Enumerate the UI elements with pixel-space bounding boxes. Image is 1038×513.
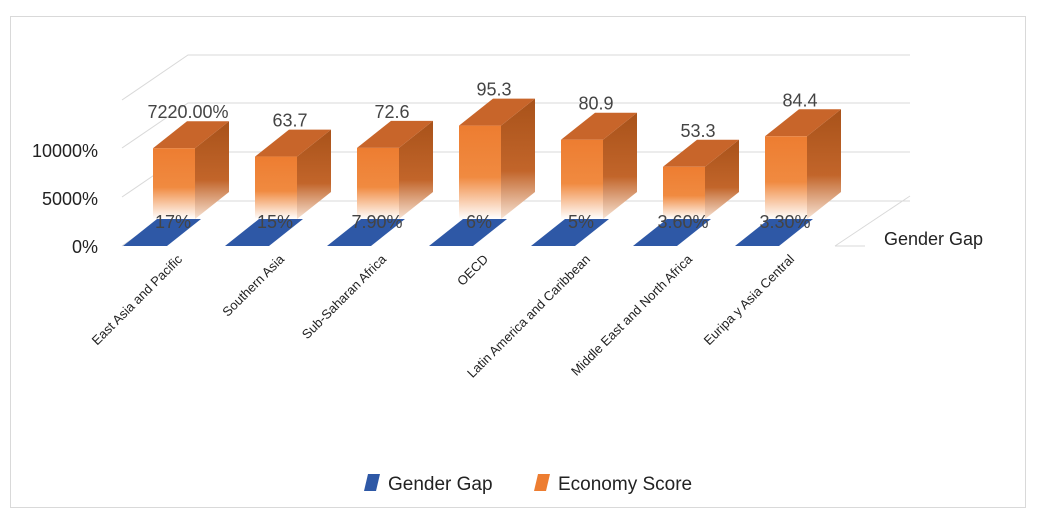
economy-score-bar-side bbox=[195, 121, 229, 219]
economy-score-label: 80.9 bbox=[578, 94, 613, 114]
gender-gap-bar-latin-america-and-caribbean bbox=[531, 219, 609, 246]
gender-gap-label: 7.90% bbox=[351, 212, 402, 232]
legend-label-gender-gap: Gender Gap bbox=[388, 474, 493, 495]
gridline bbox=[121, 102, 910, 149]
gender-gap-bar-oecd bbox=[429, 219, 507, 246]
economy-score-bar-top bbox=[561, 112, 637, 140]
legend-item-economy-score[interactable]: Economy Score bbox=[534, 474, 692, 495]
category-label-east-asia-and-pacific: East Asia and Pacific bbox=[89, 251, 186, 348]
gender-gap-bar-euripa-y-asia-central bbox=[735, 219, 813, 246]
category-label-southern-asia: Southern Asia bbox=[219, 251, 287, 319]
economy-score-bar-top bbox=[663, 139, 739, 167]
gridline bbox=[121, 54, 910, 101]
economy-score-bar-side bbox=[501, 98, 535, 219]
economy-score-label: 53.3 bbox=[680, 121, 715, 141]
gender-gap-bar-sub-saharan-africa bbox=[327, 219, 405, 246]
gender-gap-bar-east-asia-and-pacific bbox=[123, 219, 201, 246]
category-label-oecd: OECD bbox=[454, 252, 491, 289]
economy-score-bar-east-asia-and-pacific bbox=[153, 148, 195, 219]
legend: Gender Gap Economy Score bbox=[364, 474, 692, 495]
economy-score-label: 63.7 bbox=[272, 111, 307, 131]
legend-swatch-economy-score bbox=[534, 474, 550, 491]
economy-score-bar-sub-saharan-africa bbox=[357, 147, 399, 219]
floor-edge bbox=[834, 195, 911, 247]
gender-gap-label: 6% bbox=[466, 212, 492, 232]
economy-score-bar-southern-asia bbox=[255, 156, 297, 219]
economy-score-bar-top bbox=[153, 121, 229, 149]
economy-score-bar-side bbox=[399, 120, 433, 219]
economy-score-label: 7220.00% bbox=[147, 102, 228, 122]
gender-gap-label: 3.60% bbox=[657, 212, 708, 232]
gender-gap-bar-middle-east-and-north-africa bbox=[633, 219, 711, 246]
category-label-middle-east-and-north-africa: Middle East and North Africa bbox=[568, 251, 696, 379]
economy-score-bar-top bbox=[357, 120, 433, 148]
gender-gap-label: 3.30% bbox=[759, 212, 810, 232]
category-label-euripa-y-asia-central: Euripa y Asia Central bbox=[701, 251, 798, 348]
economy-score-label: 72.6 bbox=[374, 102, 409, 122]
y-tick-label: 10000% bbox=[32, 141, 98, 161]
economy-score-bar-middle-east-and-north-africa bbox=[663, 166, 705, 219]
legend-label-economy-score: Economy Score bbox=[558, 474, 692, 495]
economy-score-bar-latin-america-and-caribbean bbox=[561, 139, 603, 219]
gender-gap-bar-southern-asia bbox=[225, 219, 303, 246]
chart-frame bbox=[10, 16, 1026, 508]
economy-score-bar-oecd bbox=[459, 125, 501, 219]
economy-score-label: 84.4 bbox=[782, 90, 817, 110]
economy-score-label: 95.3 bbox=[476, 80, 511, 100]
category-label-sub-saharan-africa: Sub-Saharan Africa bbox=[299, 251, 390, 342]
legend-swatch-gender-gap bbox=[364, 474, 380, 491]
gender-gap-label: 15% bbox=[257, 212, 293, 232]
depth-axis-label: Gender Gap bbox=[884, 229, 983, 249]
economy-score-bar-top bbox=[765, 109, 841, 137]
y-tick-label: 0% bbox=[72, 237, 98, 257]
legend-item-gender-gap[interactable]: Gender Gap bbox=[364, 474, 493, 495]
economy-score-bar-side bbox=[297, 129, 331, 219]
economy-score-bar-side bbox=[807, 109, 841, 219]
economy-score-bar-top bbox=[255, 129, 331, 157]
economy-score-bar-top bbox=[459, 98, 535, 126]
economy-score-bar-side bbox=[705, 139, 739, 219]
gender-gap-label: 5% bbox=[568, 212, 594, 232]
economy-score-bar-euripa-y-asia-central bbox=[765, 136, 807, 219]
y-tick-label: 5000% bbox=[42, 189, 98, 209]
gender-gap-label: 17% bbox=[155, 212, 191, 232]
economy-score-bar-side bbox=[603, 112, 637, 219]
